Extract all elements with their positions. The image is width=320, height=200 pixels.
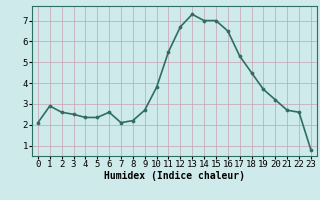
X-axis label: Humidex (Indice chaleur): Humidex (Indice chaleur) <box>104 171 245 181</box>
